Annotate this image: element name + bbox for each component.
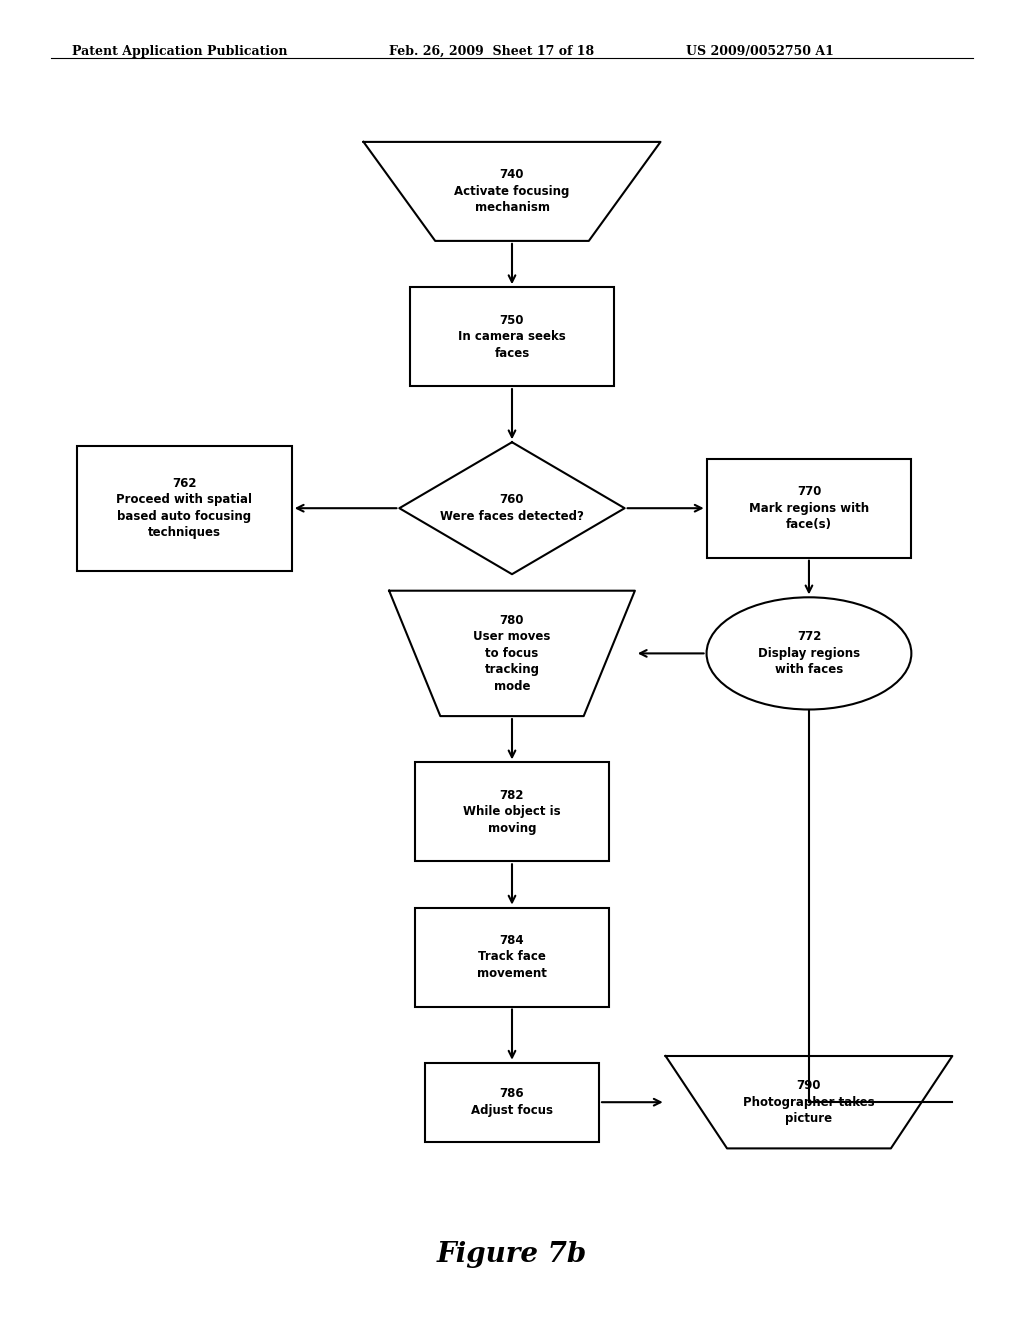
Text: 740
Activate focusing
mechanism: 740 Activate focusing mechanism <box>455 169 569 214</box>
Bar <box>410 288 614 385</box>
Text: US 2009/0052750 A1: US 2009/0052750 A1 <box>686 45 834 58</box>
Text: 784
Track face
movement: 784 Track face movement <box>477 935 547 979</box>
Text: 782
While object is
moving: 782 While object is moving <box>463 789 561 834</box>
Text: 786
Adjust focus: 786 Adjust focus <box>471 1088 553 1117</box>
Text: 780
User moves
to focus
tracking
mode: 780 User moves to focus tracking mode <box>473 614 551 693</box>
Bar <box>707 459 911 557</box>
Text: Feb. 26, 2009  Sheet 17 of 18: Feb. 26, 2009 Sheet 17 of 18 <box>389 45 594 58</box>
Text: 760
Were faces detected?: 760 Were faces detected? <box>440 494 584 523</box>
Bar <box>415 908 609 1006</box>
Text: Figure 7b: Figure 7b <box>437 1241 587 1267</box>
Text: 790
Photographer takes
picture: 790 Photographer takes picture <box>743 1080 874 1125</box>
Text: 770
Mark regions with
face(s): 770 Mark regions with face(s) <box>749 486 869 531</box>
Text: 772
Display regions
with faces: 772 Display regions with faces <box>758 631 860 676</box>
Bar <box>415 762 609 861</box>
Bar <box>77 446 292 570</box>
Bar <box>425 1063 599 1142</box>
Text: Patent Application Publication: Patent Application Publication <box>72 45 287 58</box>
Text: 762
Proceed with spatial
based auto focusing
techniques: 762 Proceed with spatial based auto focu… <box>117 477 252 540</box>
Text: 750
In camera seeks
faces: 750 In camera seeks faces <box>458 314 566 359</box>
